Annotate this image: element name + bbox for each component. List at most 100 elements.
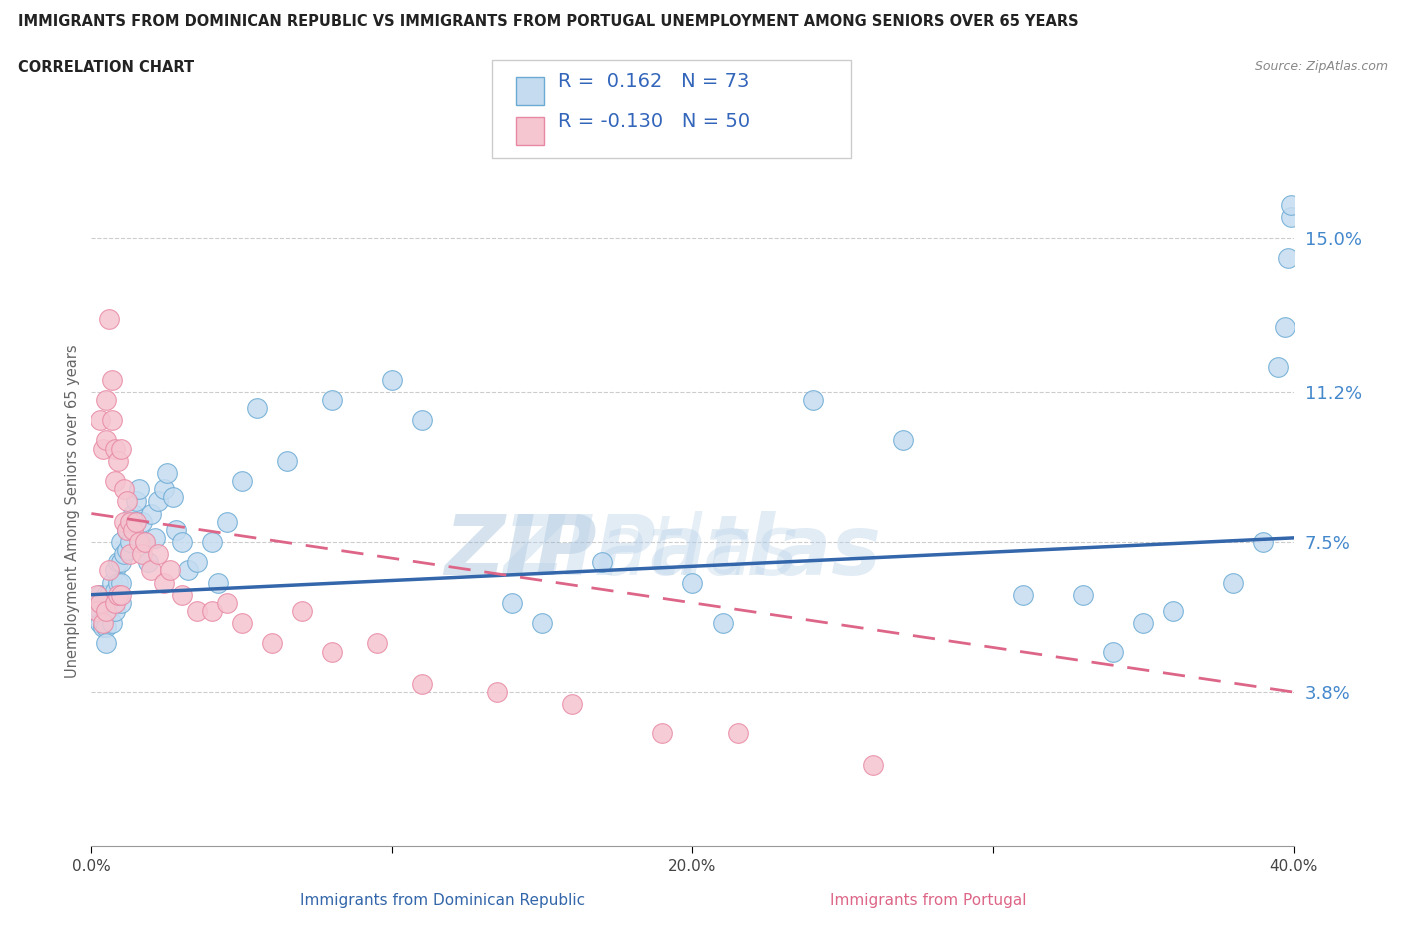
Point xyxy=(321,644,343,659)
Point xyxy=(114,482,136,497)
Point xyxy=(107,555,129,570)
Point xyxy=(104,563,127,578)
Text: Immigrants from Portugal: Immigrants from Portugal xyxy=(830,893,1026,908)
Point xyxy=(104,604,127,618)
Point xyxy=(1279,198,1302,213)
Point xyxy=(201,535,224,550)
Point xyxy=(128,482,150,497)
Point xyxy=(107,575,129,590)
Point xyxy=(155,466,177,481)
Point xyxy=(366,636,388,651)
Point xyxy=(117,523,139,538)
Point xyxy=(1277,250,1299,265)
Point xyxy=(291,604,314,618)
Point xyxy=(143,530,166,545)
Point xyxy=(321,392,343,407)
Point xyxy=(122,506,145,521)
Point xyxy=(104,473,127,488)
Point xyxy=(89,413,111,428)
Point xyxy=(131,514,153,529)
Point xyxy=(120,535,142,550)
Point xyxy=(89,595,111,610)
Point xyxy=(186,555,208,570)
Point xyxy=(801,392,824,407)
Text: R = -0.130   N = 50: R = -0.130 N = 50 xyxy=(558,112,751,131)
Point xyxy=(101,372,124,387)
Point xyxy=(141,506,163,521)
Point xyxy=(96,619,118,634)
Point xyxy=(276,453,298,468)
Point xyxy=(125,514,148,529)
Text: ZIP: ZIP xyxy=(444,512,596,592)
Point xyxy=(1267,360,1289,375)
Point xyxy=(727,725,749,740)
Point xyxy=(101,616,124,631)
Point xyxy=(1279,210,1302,225)
Point xyxy=(1102,644,1125,659)
Point xyxy=(98,604,121,618)
Point xyxy=(86,604,108,618)
Point xyxy=(89,616,111,631)
Point xyxy=(89,604,111,618)
Point xyxy=(128,535,150,550)
Point xyxy=(93,595,115,610)
Point xyxy=(125,514,148,529)
Point xyxy=(110,535,132,550)
Point xyxy=(86,587,108,602)
Point xyxy=(101,595,124,610)
Point xyxy=(131,547,153,562)
Y-axis label: Unemployment Among Seniors over 65 years: Unemployment Among Seniors over 65 years xyxy=(65,345,80,678)
Point xyxy=(215,514,238,529)
Text: atlas: atlas xyxy=(596,512,799,592)
Point xyxy=(107,453,129,468)
Point xyxy=(501,595,523,610)
Point xyxy=(93,619,115,634)
Point xyxy=(96,392,118,407)
Point xyxy=(651,725,673,740)
Point xyxy=(93,616,115,631)
Point xyxy=(120,514,142,529)
Point xyxy=(215,595,238,610)
Point xyxy=(411,676,433,691)
Point xyxy=(134,535,156,550)
Point xyxy=(260,636,283,651)
Point xyxy=(122,523,145,538)
Point xyxy=(1253,535,1275,550)
Point xyxy=(146,547,169,562)
Point xyxy=(201,604,224,618)
Point xyxy=(186,604,208,618)
Text: R =  0.162   N = 73: R = 0.162 N = 73 xyxy=(558,73,749,91)
Point xyxy=(89,587,111,602)
Point xyxy=(104,441,127,456)
Point xyxy=(1071,587,1094,602)
Point xyxy=(231,616,253,631)
Point xyxy=(1132,616,1154,631)
Point xyxy=(486,684,509,699)
Point xyxy=(117,523,139,538)
Point xyxy=(101,413,124,428)
Point xyxy=(110,555,132,570)
Point xyxy=(96,636,118,651)
Point xyxy=(170,535,193,550)
Point xyxy=(101,575,124,590)
Point xyxy=(1222,575,1244,590)
Point xyxy=(98,563,121,578)
Point xyxy=(891,433,914,448)
Point xyxy=(141,563,163,578)
Point xyxy=(110,587,132,602)
Point xyxy=(207,575,229,590)
Point xyxy=(96,433,118,448)
Point xyxy=(1161,604,1184,618)
Text: ZIPatlas: ZIPatlas xyxy=(503,512,882,592)
Point xyxy=(711,616,734,631)
Point xyxy=(93,441,115,456)
Point xyxy=(117,542,139,557)
Point xyxy=(170,587,193,602)
Point xyxy=(1012,587,1035,602)
Point xyxy=(162,490,184,505)
Point xyxy=(120,514,142,529)
Point xyxy=(114,547,136,562)
Point xyxy=(114,514,136,529)
Point xyxy=(1274,319,1296,334)
Point xyxy=(104,583,127,598)
